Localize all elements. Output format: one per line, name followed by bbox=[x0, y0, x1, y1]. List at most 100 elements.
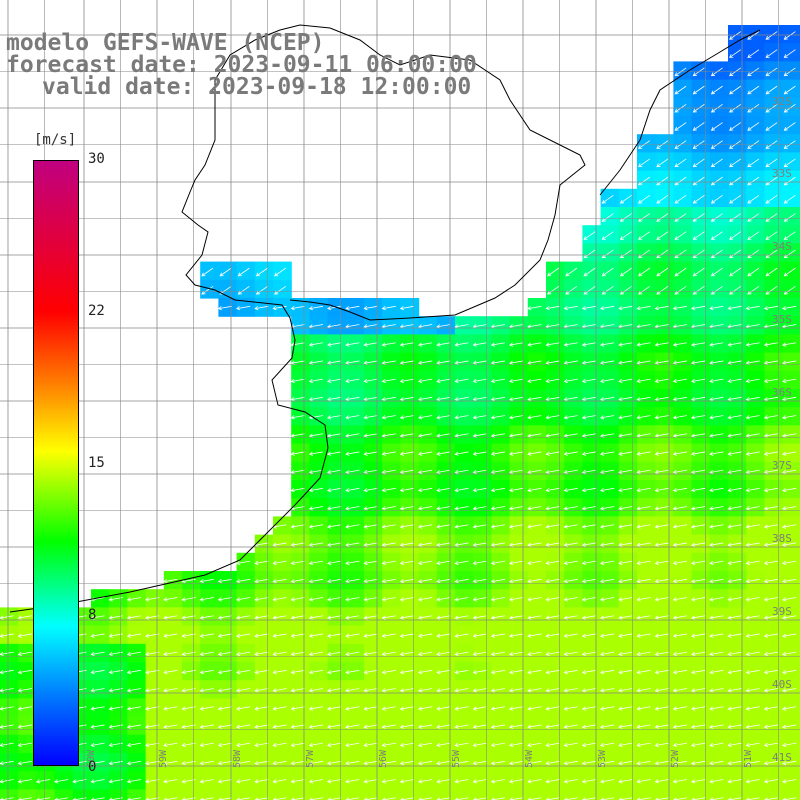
wind-arrow bbox=[655, 779, 669, 783]
wind-arrow bbox=[273, 597, 287, 601]
wind-arrow bbox=[254, 760, 269, 765]
wind-arrow-head bbox=[17, 724, 22, 729]
wind-arrow-head bbox=[363, 724, 368, 729]
wind-cell bbox=[218, 261, 238, 281]
wind-arrow bbox=[382, 487, 396, 492]
wind-arrow-head bbox=[363, 415, 368, 420]
wind-cell bbox=[728, 152, 747, 172]
wind-arrow-head bbox=[236, 779, 241, 784]
wind-arrow bbox=[764, 742, 779, 746]
wind-arrow-head bbox=[674, 108, 679, 113]
wind-arrow bbox=[746, 487, 760, 492]
wind-arrow bbox=[746, 615, 760, 619]
wind-arrow-head bbox=[583, 254, 588, 259]
wind-arrow bbox=[746, 396, 760, 401]
wind-arrow bbox=[291, 560, 305, 564]
wind-arrow-head bbox=[308, 615, 314, 620]
wind-arrow-head bbox=[618, 469, 623, 475]
wind-arrow bbox=[418, 396, 433, 401]
wind-arrow-head bbox=[545, 579, 550, 584]
wind-arrow-head bbox=[345, 488, 350, 493]
wind-arrow bbox=[693, 85, 705, 95]
wind-arrow bbox=[436, 506, 451, 510]
wind-arrow bbox=[728, 578, 742, 583]
wind-arrow-head bbox=[765, 72, 770, 77]
wind-arrow bbox=[273, 760, 287, 765]
wind-arrow bbox=[674, 85, 687, 95]
wind-arrow bbox=[436, 433, 451, 437]
wind-arrow bbox=[565, 267, 578, 277]
wind-arrow bbox=[163, 633, 178, 637]
wind-arrow-head bbox=[108, 706, 113, 711]
wind-arrow bbox=[620, 285, 632, 295]
wind-arrow bbox=[691, 542, 706, 546]
wind-arrow bbox=[564, 542, 578, 546]
wind-arrow bbox=[418, 633, 433, 637]
wind-arrow bbox=[673, 506, 688, 510]
wind-arrow-head bbox=[763, 688, 769, 693]
wind-arrow-head bbox=[527, 615, 532, 620]
wind-arrow-head bbox=[545, 524, 550, 529]
wind-cell bbox=[418, 789, 438, 800]
wind-arrow-head bbox=[490, 706, 496, 711]
wind-arrow bbox=[546, 742, 560, 746]
wind-arrow bbox=[764, 669, 779, 674]
wind-arrow-head bbox=[509, 378, 514, 384]
wind-cell bbox=[746, 207, 765, 226]
wind-arrow-head bbox=[272, 797, 277, 800]
wind-cell bbox=[582, 225, 602, 244]
wind-arrow-head bbox=[126, 742, 132, 748]
wind-arrow-head bbox=[363, 651, 368, 657]
wind-arrow-head bbox=[327, 797, 331, 800]
wind-arrow bbox=[163, 669, 178, 674]
wind-arrow bbox=[273, 779, 287, 783]
wind-arrow-head bbox=[692, 72, 697, 77]
wind-arrow bbox=[547, 285, 560, 295]
wind-arrow-head bbox=[729, 90, 734, 95]
wind-arrow-head bbox=[490, 761, 496, 766]
wind-arrow bbox=[582, 706, 597, 710]
wind-arrow bbox=[473, 597, 487, 601]
wind-arrow-head bbox=[745, 597, 750, 602]
wind-arrow-head bbox=[399, 488, 405, 493]
wind-arrow-head bbox=[656, 236, 661, 240]
wind-arrow-head bbox=[709, 415, 714, 420]
wind-arrow-head bbox=[418, 797, 422, 800]
wind-arrow bbox=[327, 524, 342, 528]
wind-arrow-head bbox=[600, 342, 605, 347]
wind-arrow-head bbox=[509, 415, 514, 420]
wind-arrow bbox=[693, 267, 705, 277]
wind-arrow bbox=[728, 560, 742, 564]
wind-arrow-head bbox=[727, 488, 732, 493]
wind-arrow bbox=[637, 469, 651, 473]
wind-cell bbox=[709, 243, 729, 263]
wind-arrow bbox=[455, 597, 469, 601]
wind-arrow-head bbox=[547, 272, 552, 277]
wind-arrow-head bbox=[327, 415, 332, 420]
wind-arrow-head bbox=[747, 254, 752, 259]
wind-arrow-head bbox=[763, 779, 769, 784]
wind-arrow-head bbox=[581, 579, 587, 584]
wind-arrow-head bbox=[217, 742, 223, 748]
wind-arrow bbox=[309, 378, 324, 382]
wind-arrow-head bbox=[763, 451, 769, 456]
wind-arrow bbox=[400, 451, 415, 455]
wind-arrow bbox=[364, 324, 378, 328]
wind-arrow-head bbox=[199, 724, 204, 729]
wind-arrow bbox=[345, 688, 360, 692]
wind-arrow bbox=[600, 706, 615, 710]
wind-arrow-head bbox=[72, 779, 77, 784]
wind-arrow-head bbox=[618, 542, 623, 547]
wind-arrow-head bbox=[509, 724, 514, 729]
wind-arrow bbox=[18, 688, 32, 692]
wind-arrow bbox=[309, 305, 324, 310]
wind-arrow-head bbox=[727, 415, 732, 420]
wind-arrow bbox=[218, 669, 233, 674]
wind-arrow-head bbox=[783, 272, 788, 277]
wind-arrow-head bbox=[747, 54, 752, 58]
wind-arrow bbox=[711, 249, 723, 258]
wind-arrow bbox=[564, 524, 578, 528]
wind-arrow bbox=[382, 396, 396, 401]
wind-arrow-head bbox=[199, 761, 204, 766]
wind-arrow-head bbox=[145, 615, 150, 620]
